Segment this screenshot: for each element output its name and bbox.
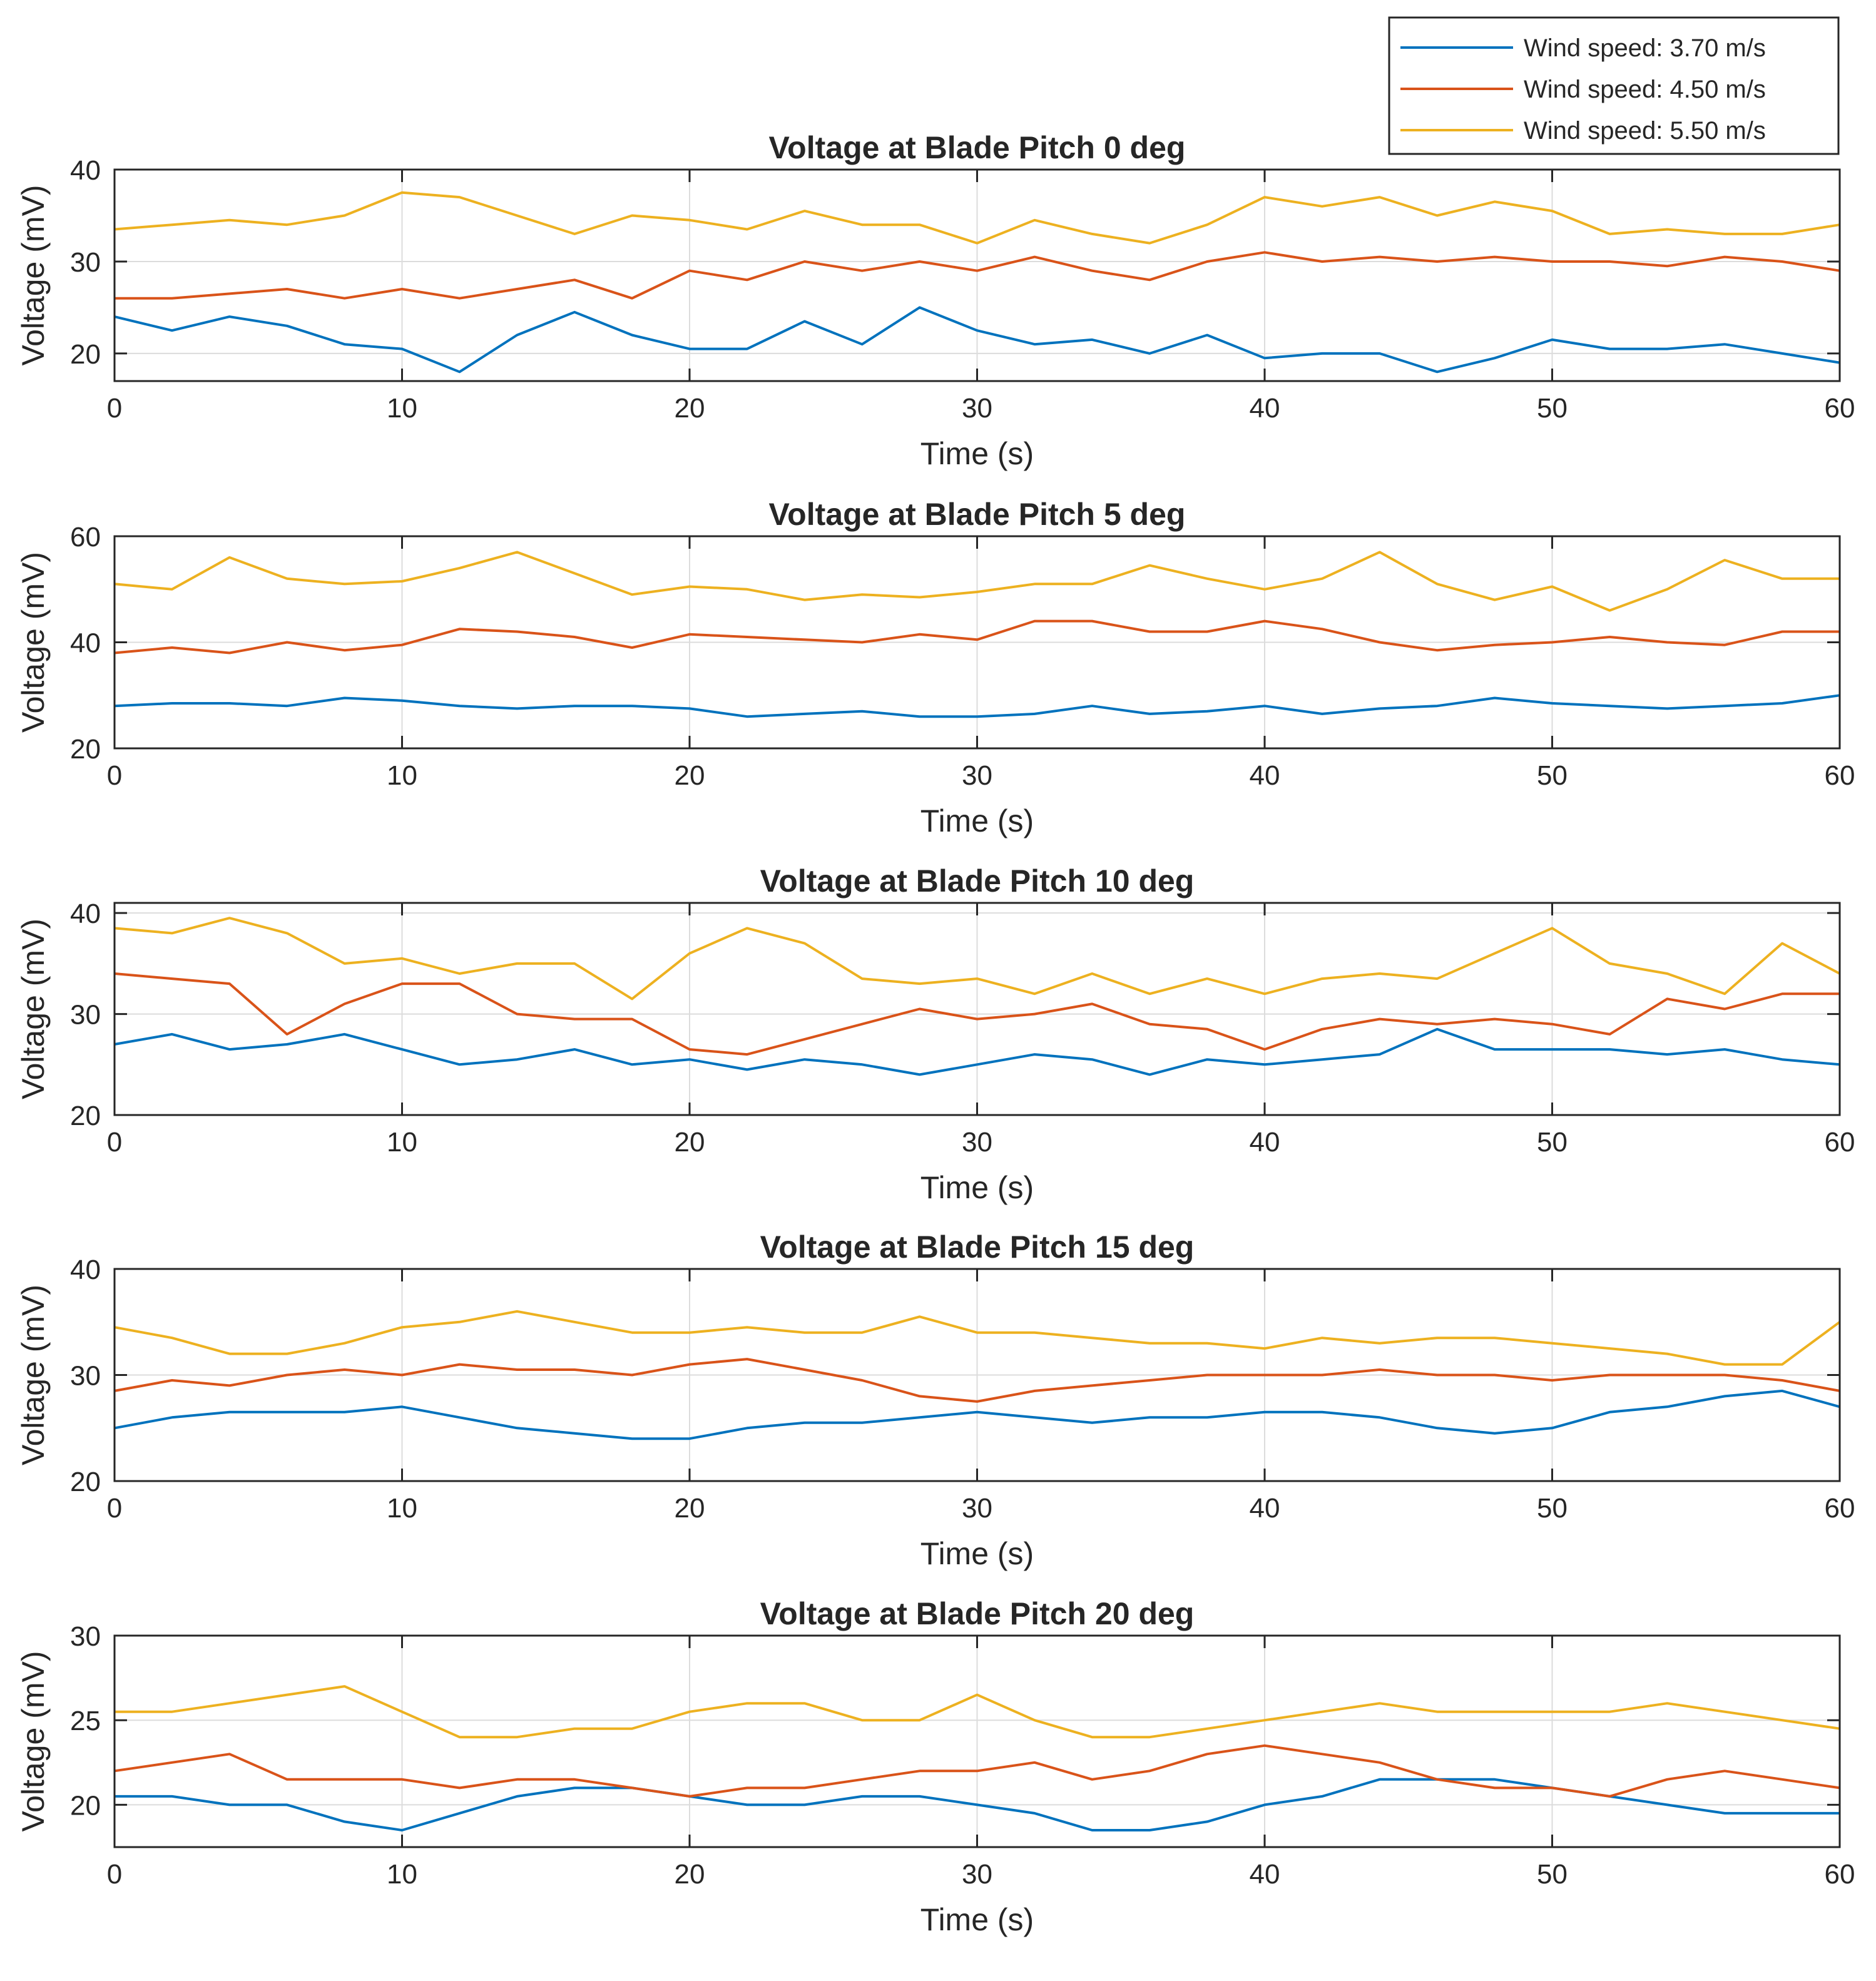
- x-tick-label: 0: [107, 1127, 122, 1158]
- x-tick-label: 50: [1537, 1493, 1568, 1524]
- y-tick-label: 30: [70, 1621, 101, 1652]
- x-tick-label: 40: [1250, 1859, 1280, 1890]
- x-tick-label: 10: [387, 1859, 417, 1890]
- y-tick-label: 20: [70, 1101, 101, 1131]
- y-tick-label: 25: [70, 1706, 101, 1736]
- x-axis-label: Time (s): [920, 1536, 1034, 1571]
- y-tick-label: 40: [70, 899, 101, 929]
- x-tick-label: 10: [387, 760, 417, 791]
- chart-panel-4: 0 10 20 30 40 50 60 20 25 30 Voltage at Blade Pitc…: [16, 1596, 1855, 1937]
- x-tick-label: 60: [1825, 1493, 1855, 1524]
- x-axis-label: Time (s): [920, 803, 1034, 838]
- x-tick-label: 50: [1537, 1127, 1568, 1158]
- x-tick-label: 20: [675, 393, 705, 424]
- series-line-1: [114, 306, 1840, 374]
- x-tick-label: 30: [962, 393, 992, 424]
- x-tick-label: 50: [1537, 393, 1568, 424]
- x-axis-label: Time (s): [920, 436, 1034, 471]
- y-tick-label: 20: [70, 339, 101, 370]
- x-tick-label: 50: [1537, 760, 1568, 791]
- x-tick-label: 10: [387, 1127, 417, 1158]
- x-tick-label: 40: [1250, 393, 1280, 424]
- panel-title: Voltage at Blade Pitch 15 deg: [760, 1230, 1195, 1265]
- y-tick-label: 30: [70, 1361, 101, 1392]
- x-tick-label: 20: [675, 760, 705, 791]
- x-tick-label: 60: [1825, 1859, 1855, 1890]
- x-tick-label: 50: [1537, 1859, 1568, 1890]
- chart-panel-3: 0 10 20 30 40 50 60 20 30 40 Voltage at Blade Pitc…: [16, 1230, 1855, 1571]
- y-tick-label: 30: [70, 1000, 101, 1031]
- series-line-1: [114, 1389, 1840, 1440]
- x-tick-label: 0: [107, 393, 122, 424]
- y-axis-label: Voltage (mV): [16, 1285, 51, 1465]
- y-tick-label: 40: [70, 628, 101, 659]
- y-tick-label: 30: [70, 247, 101, 278]
- series-line-2: [115, 251, 1840, 300]
- x-tick-label: 40: [1250, 1127, 1280, 1158]
- chart-panel-2: 0 10 20 30 40 50 60 20 30 40 Voltage at Blade Pitc…: [16, 863, 1855, 1205]
- series-line-2: [114, 619, 1840, 654]
- x-tick-label: 40: [1250, 1493, 1280, 1524]
- chart-panel-0: 0 10 20 30 40 50 60 20 30 40 Voltage at Blade Pitc…: [16, 130, 1855, 471]
- legend-entry-1: Wind speed: 3.70 m/s: [1524, 34, 1766, 62]
- legend: Wind speed: 3.70 m/s Wind speed: 4.50 m/s…: [1388, 16, 1840, 155]
- x-tick-label: 0: [107, 1493, 122, 1524]
- y-axis-label: Voltage (mV): [16, 552, 51, 733]
- x-tick-label: 60: [1825, 393, 1855, 424]
- y-axis-label: Voltage (mV): [16, 1651, 51, 1831]
- series-line-1: [114, 1027, 1840, 1076]
- y-tick-label: 20: [70, 1790, 101, 1821]
- y-tick-label: 40: [70, 155, 101, 186]
- series-line-2: [114, 1744, 1840, 1798]
- y-tick-label: 40: [70, 1255, 101, 1285]
- x-tick-label: 30: [962, 1493, 992, 1524]
- series-line-3: [115, 1685, 1840, 1739]
- x-axis-label: Time (s): [920, 1170, 1034, 1205]
- x-tick-label: 20: [675, 1127, 705, 1158]
- panel-title: Voltage at Blade Pitch 10 deg: [760, 863, 1195, 899]
- x-tick-label: 0: [107, 1859, 122, 1890]
- x-tick-label: 20: [675, 1859, 705, 1890]
- series-line-2: [114, 1358, 1840, 1403]
- legend-entry-3: Wind speed: 5.50 m/s: [1524, 117, 1766, 145]
- x-tick-label: 60: [1825, 760, 1855, 791]
- series-line-3: [114, 191, 1840, 245]
- panel-title: Voltage at Blade Pitch 0 deg: [769, 130, 1186, 165]
- chart-panel-1: 0 10 20 30 40 50 60 20 40 60 Voltage at Blade Pitc…: [16, 497, 1855, 838]
- legend-entry-2: Wind speed: 4.50 m/s: [1524, 76, 1766, 103]
- x-tick-label: 10: [387, 1493, 417, 1524]
- x-tick-label: 0: [107, 760, 122, 791]
- series-line-2: [114, 972, 1840, 1056]
- x-tick-label: 30: [962, 760, 992, 791]
- panel-title: Voltage at Blade Pitch 20 deg: [760, 1596, 1195, 1631]
- y-tick-label: 20: [70, 734, 101, 765]
- y-tick-label: 60: [70, 522, 101, 553]
- series-line-1: [114, 694, 1840, 718]
- series-line-3: [114, 551, 1840, 612]
- series-line-3: [114, 917, 1840, 1001]
- x-tick-label: 40: [1250, 760, 1280, 791]
- x-axis-label: Time (s): [920, 1902, 1034, 1937]
- x-tick-label: 30: [962, 1859, 992, 1890]
- y-axis-label: Voltage (mV): [16, 919, 51, 1099]
- panel-title: Voltage at Blade Pitch 5 deg: [769, 497, 1186, 532]
- x-tick-label: 30: [962, 1127, 992, 1158]
- y-axis-label: Voltage (mV): [16, 185, 51, 365]
- series-line-3: [114, 1310, 1841, 1366]
- y-tick-label: 20: [70, 1467, 101, 1497]
- x-tick-label: 60: [1825, 1127, 1855, 1158]
- x-tick-label: 10: [387, 393, 417, 424]
- x-tick-label: 20: [675, 1493, 705, 1524]
